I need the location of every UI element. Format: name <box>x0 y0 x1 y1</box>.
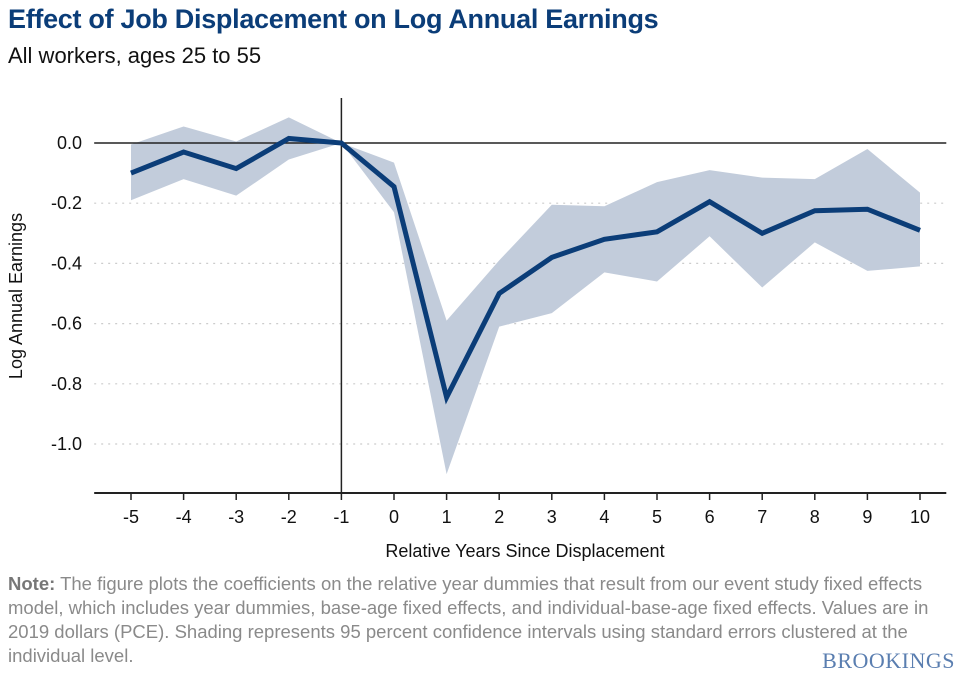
x-tick-label: 0 <box>389 507 399 527</box>
x-tick-label: -5 <box>123 507 139 527</box>
chart-title: Effect of Job Displacement on Log Annual… <box>8 4 659 34</box>
x-tick-label: 10 <box>910 507 930 527</box>
y-tick-label: -0.4 <box>51 253 82 273</box>
x-tick-label: -4 <box>176 507 192 527</box>
x-tick-label: 1 <box>442 507 452 527</box>
x-tick-label: -1 <box>333 507 349 527</box>
brookings-logo: BROOKINGS <box>822 648 955 673</box>
x-tick-label: 8 <box>810 507 820 527</box>
y-tick-label: -0.8 <box>51 374 82 394</box>
x-tick-label: 3 <box>547 507 557 527</box>
x-tick-label: -3 <box>228 507 244 527</box>
x-tick-label: 4 <box>599 507 609 527</box>
x-axis-label: Relative Years Since Displacement <box>385 541 664 561</box>
y-axis-label: Log Annual Earnings <box>6 213 26 379</box>
x-tick-label: -2 <box>281 507 297 527</box>
x-tick-label: 6 <box>705 507 715 527</box>
x-tick-label: 7 <box>757 507 767 527</box>
note: Note: The figure plots the coefficients … <box>8 572 938 668</box>
y-tick-label: -1.0 <box>51 434 82 454</box>
x-tick-label: 5 <box>652 507 662 527</box>
y-tick-label: -0.2 <box>51 193 82 213</box>
note-text: The figure plots the coefficients on the… <box>8 573 929 666</box>
x-tick-label: 9 <box>862 507 872 527</box>
y-tick-label: -0.6 <box>51 314 82 334</box>
y-tick-label: 0.0 <box>57 133 82 153</box>
series-line <box>130 135 921 405</box>
note-label: Note: <box>8 573 56 594</box>
confidence-band <box>131 117 920 475</box>
x-tick-label: 2 <box>494 507 504 527</box>
chart-subtitle: All workers, ages 25 to 55 <box>8 43 262 68</box>
